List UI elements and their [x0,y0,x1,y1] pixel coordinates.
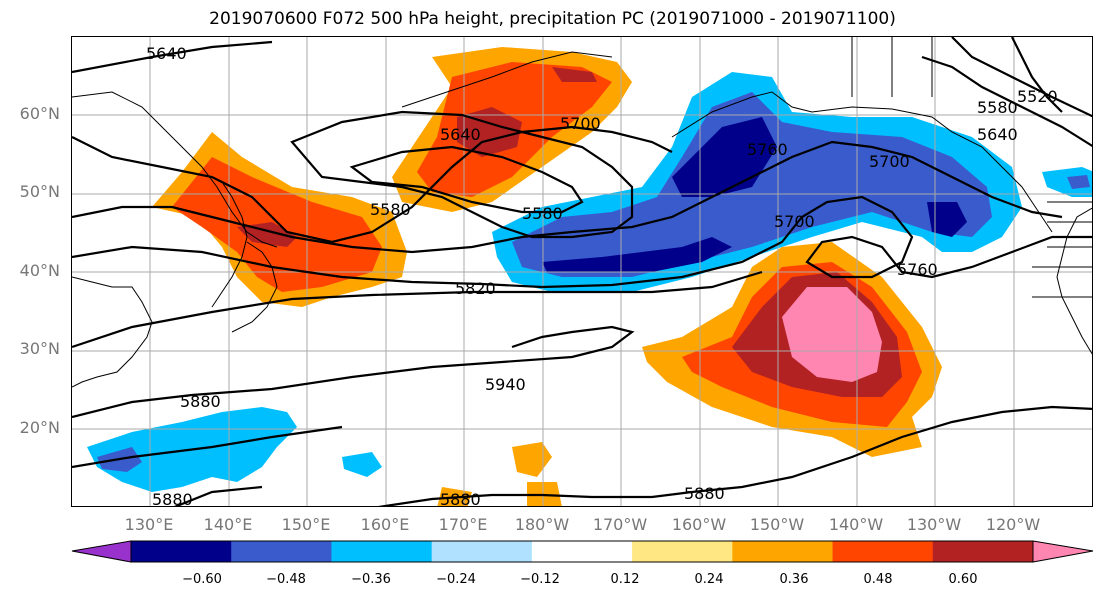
map-panel: 5640 5640 5700 5640 5580 5520 5580 5580 … [71,36,1093,507]
colorbar-tick: 0.48 [863,572,893,587]
contour-label: 5760 [747,140,788,159]
colorbar-tick: −0.24 [436,572,476,587]
colorbar-tick: 0.12 [610,572,640,587]
map-canvas: 5640 5640 5700 5640 5580 5520 5580 5580 … [72,37,1092,507]
contour-label: 5700 [869,152,910,171]
lon-label-160e: 160°E [360,515,410,534]
colorbar-tick: −0.48 [266,572,306,587]
contour-label: 5580 [370,200,411,219]
colorbar-cell [632,541,733,562]
lat-label-60n: 60°N [19,104,60,123]
colorbar-tick: −0.60 [182,572,222,587]
contour-label: 5880 [684,484,725,503]
colorbar-cell [832,541,934,562]
colorbar-tick: 0.60 [948,572,978,587]
colorbar-tick: −0.36 [351,572,391,587]
colorbar-cell [431,541,533,562]
lon-label-150e: 150°E [281,515,331,534]
contour-label: 5700 [560,114,601,133]
colorbar-cell [732,541,834,562]
lon-label-130w: 130°W [906,515,962,534]
contour-label: 5760 [897,260,938,279]
contour-label: 5640 [146,44,187,63]
lat-label-50n: 50°N [19,182,60,201]
colorbar-tick: 0.36 [779,572,809,587]
contour-label: 5520 [1017,87,1058,106]
precip-positive-east [642,242,942,457]
colorbar-cell [231,541,332,562]
lon-label-140w: 140°W [828,515,884,534]
contour-label: 5880 [440,490,481,507]
colorbar-cell [131,541,232,562]
colorbar-cell [331,541,433,562]
map-title: 2019070600 F072 500 hPa height, precipit… [209,9,896,29]
precip-negative-sw [87,407,382,492]
precip-negative-ne [1042,167,1092,197]
colorbar-extend-min [71,540,132,563]
contour-label: 5820 [455,279,496,298]
contour-label: 5640 [977,125,1018,144]
contour-label: 5580 [522,204,563,223]
colorbar-cell [531,541,633,562]
lon-label-170w: 170°W [592,515,648,534]
colorbar-tick: 0.24 [694,572,724,587]
lon-label-180w: 180°W [514,515,570,534]
colorbar-extend-max [1032,540,1094,563]
lon-label-170e: 170°E [438,515,488,534]
colorbar-frame [130,540,1034,563]
contour-label: 5880 [180,392,221,411]
colorbar [71,540,1094,563]
precip-positive-west [152,132,407,307]
height-contours [72,37,1092,506]
colorbar-tick: −0.12 [520,572,560,587]
coastlines [72,37,1092,388]
contour-label: 5700 [774,212,815,231]
contour-label: 5880 [152,490,193,507]
lon-label-140e: 140°E [203,515,253,534]
lat-label-20n: 20°N [19,418,60,437]
lon-label-120w: 120°W [985,515,1041,534]
contour-label: 5580 [977,98,1018,117]
lon-label-130e: 130°E [124,515,174,534]
precip-negative-central [492,72,1022,292]
contour-label: 5640 [440,125,481,144]
lat-label-40n: 40°N [19,261,60,280]
contour-label: 5940 [485,375,526,394]
lon-label-150w: 150°W [749,515,805,534]
contour-label-group: 5640 5640 5700 5640 5580 5520 5580 5580 … [146,44,1058,507]
lon-label-160w: 160°W [671,515,727,534]
colorbar-cell [932,541,1034,562]
lat-label-30n: 30°N [19,339,60,358]
